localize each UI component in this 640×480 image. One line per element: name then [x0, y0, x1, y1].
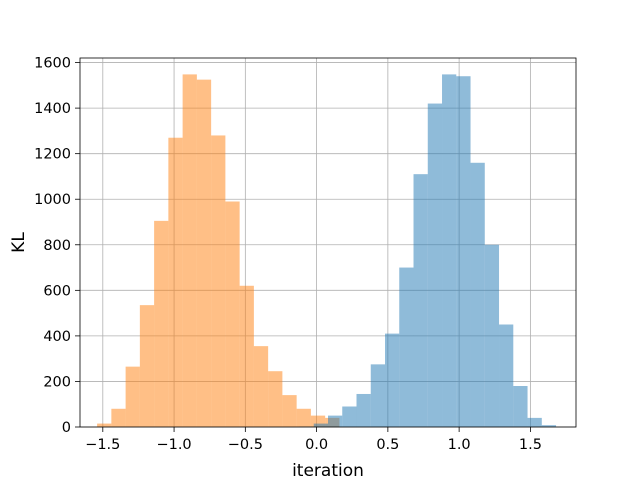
y-tick-label: 1400: [34, 101, 71, 117]
histogram-bar: [168, 137, 183, 427]
y-tick-label: 600: [43, 283, 71, 299]
histogram-bar: [268, 371, 283, 427]
histogram-bar: [342, 406, 357, 427]
axis-ticks: −1.5 −1.0 −0.5 0.0 0.5 1.0 1.5 0 200 400 600 800 100…: [34, 56, 542, 453]
x-tick-label: 1.0: [448, 437, 471, 453]
x-tick-label: 1.5: [519, 437, 542, 453]
histogram-bar: [399, 267, 414, 427]
histogram-bar: [253, 346, 269, 427]
y-tick-label: 200: [43, 374, 71, 390]
y-tick-label: 1000: [34, 192, 71, 208]
y-tick-label: 400: [43, 329, 71, 345]
histogram-bar: [154, 220, 169, 427]
histogram-bar: [313, 423, 328, 427]
plot-frame: [79, 57, 577, 428]
y-tick-label: 1200: [34, 147, 71, 163]
histogram-bar: [413, 174, 428, 427]
y-tick-label: 1600: [34, 56, 71, 72]
histogram-series: [97, 74, 340, 428]
histogram-bar: [442, 74, 457, 428]
histogram-bar: [211, 135, 226, 427]
histogram-bar: [97, 423, 112, 427]
histogram-bar: [385, 333, 400, 427]
x-tick-label: −1.0: [156, 437, 191, 453]
x-tick-label: 0.5: [376, 437, 399, 453]
histogram-bar: [296, 408, 311, 427]
histogram-bars: [97, 74, 557, 428]
histogram-bar: [196, 79, 212, 427]
histogram-bar: [282, 395, 297, 427]
histogram-bar: [111, 408, 126, 427]
histogram-bar: [239, 285, 254, 427]
histogram-bar: [427, 103, 443, 428]
histogram-bar: [125, 366, 140, 427]
histogram-bar: [139, 305, 155, 427]
histogram-bar: [470, 162, 485, 427]
histogram-bar: [310, 415, 326, 427]
histogram-bar: [182, 74, 197, 428]
histogram-bar: [456, 76, 471, 427]
histogram-bar: [370, 364, 386, 427]
histogram-series: [299, 74, 557, 428]
histogram-bar: [356, 393, 371, 427]
x-tick-label: 0.0: [305, 437, 328, 453]
histogram-bar: [513, 386, 528, 427]
x-axis-label: iteration: [292, 461, 364, 480]
histogram-bar: [541, 425, 557, 427]
histogram-bar: [527, 417, 542, 427]
histogram-bar: [328, 415, 343, 427]
y-tick-label: 800: [43, 238, 71, 254]
x-tick-label: −0.5: [228, 437, 263, 453]
y-tick-label: 0: [62, 420, 71, 436]
x-tick-label: −1.5: [85, 437, 120, 453]
histogram-bar: [484, 244, 500, 427]
y-axis-label: KL: [9, 232, 29, 253]
histogram-bar: [499, 324, 514, 427]
histogram-bar: [225, 201, 240, 427]
